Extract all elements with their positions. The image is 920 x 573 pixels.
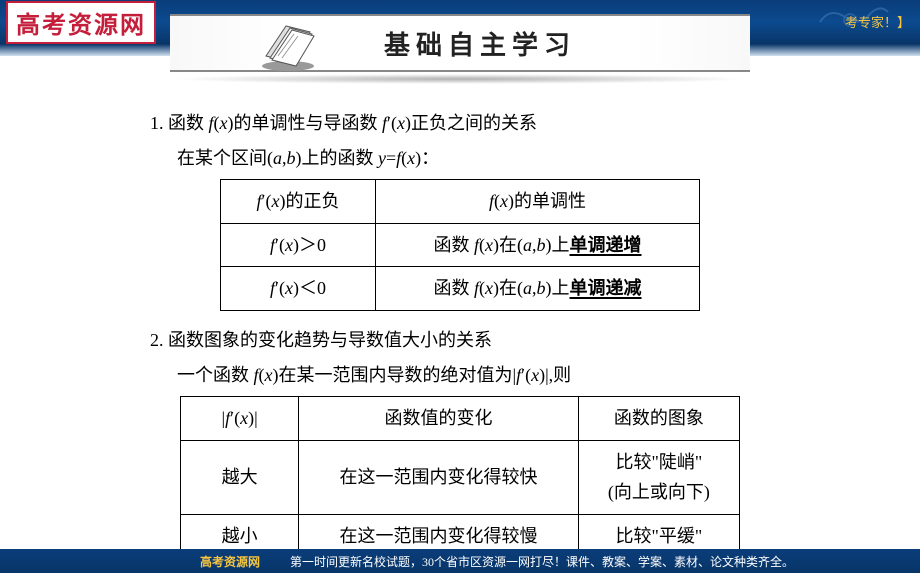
- cell-line: (向上或向下): [591, 477, 727, 508]
- section-num: 2.: [150, 330, 164, 350]
- table-monotonicity: f′(x)的正负 f(x)的单调性 f′(x)＞0 函数 f(x)在(a,b)上…: [220, 179, 700, 311]
- main-content: 1. 函数 f(x)的单调性与导函数 f′(x)正负之间的关系 在某个区间(a,…: [150, 108, 770, 559]
- answer-blank: 单调递增: [570, 235, 642, 255]
- table-cell: 函数 f(x)在(a,b)上单调递增: [376, 223, 700, 267]
- footer-logo-text: 高考资源网: [200, 553, 260, 570]
- table-row: f′(x)＜0 函数 f(x)在(a,b)上单调递减: [221, 267, 700, 311]
- banner: 基础自主学习: [170, 14, 750, 72]
- table-cell: f′(x)＞0: [221, 223, 376, 267]
- table-header-cell: 函数值的变化: [299, 397, 579, 441]
- site-logo: 高考资源网: [6, 1, 156, 44]
- banner-container: 基础自主学习: [170, 14, 750, 84]
- table-header-cell: f(x)的单调性: [376, 180, 700, 224]
- table-cell: 函数 f(x)在(a,b)上单调递减: [376, 267, 700, 311]
- table-header-cell: |f′(x)|: [181, 397, 299, 441]
- table-row: f′(x)＞0 函数 f(x)在(a,b)上单调递增: [221, 223, 700, 267]
- section-num: 1.: [150, 113, 164, 133]
- table-row: |f′(x)| 函数值的变化 函数的图象: [181, 397, 740, 441]
- footer-description: 第一时间更新名校试题，30个省市区资源一网打尽！课件、教案、学案、素材、论文种类…: [290, 553, 794, 570]
- table-cell: 比较"陡峭" (向上或向下): [578, 440, 739, 514]
- table-cell: 越大: [181, 440, 299, 514]
- table-cell: f′(x)＜0: [221, 267, 376, 311]
- section-2-title: 2. 函数图象的变化趋势与导数值大小的关系: [150, 325, 770, 356]
- table-row: 越大 在这一范围内变化得较快 比较"陡峭" (向上或向下): [181, 440, 740, 514]
- table-row: f′(x)的正负 f(x)的单调性: [221, 180, 700, 224]
- section-1-title: 1. 函数 f(x)的单调性与导函数 f′(x)正负之间的关系: [150, 108, 770, 139]
- cell-line: 比较"陡峭": [591, 447, 727, 478]
- header-right-text: 考专家！】: [845, 12, 910, 31]
- table-cell: 在这一范围内变化得较快: [299, 440, 579, 514]
- section-1-subline: 在某个区间(a,b)上的函数 y=f(x)：: [150, 143, 770, 174]
- answer-blank: 单调递减: [570, 278, 642, 298]
- section-2-title-text: 函数图象的变化趋势与导数值大小的关系: [168, 330, 492, 350]
- book-icon: [258, 18, 318, 72]
- table-trend: |f′(x)| 函数值的变化 函数的图象 越大 在这一范围内变化得较快 比较"陡…: [180, 396, 740, 558]
- banner-title: 基础自主学习: [384, 25, 576, 62]
- section-2-subline: 一个函数 f(x)在某一范围内导数的绝对值为|f′(x)|,则: [150, 360, 770, 391]
- footer-bar: 高考资源网 第一时间更新名校试题，30个省市区资源一网打尽！课件、教案、学案、素…: [0, 549, 920, 573]
- table-header-cell: 函数的图象: [578, 397, 739, 441]
- table-header-cell: f′(x)的正负: [221, 180, 376, 224]
- banner-shadow: [170, 74, 750, 84]
